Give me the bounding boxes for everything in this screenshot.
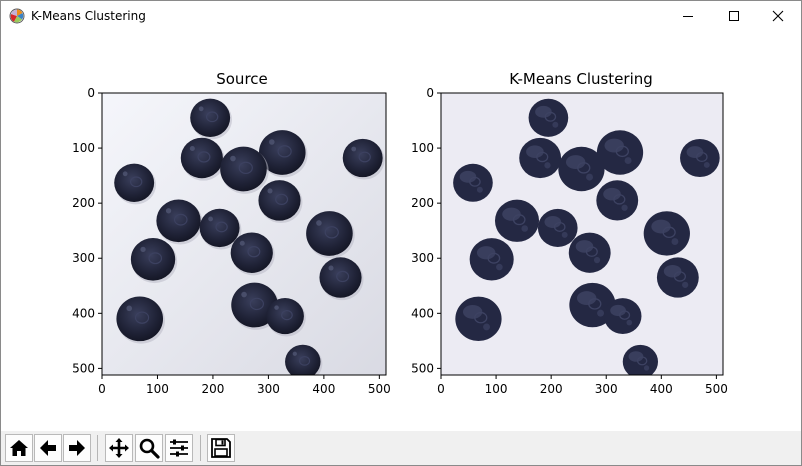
blueberry	[469, 238, 514, 281]
blueberry	[537, 208, 578, 247]
save-button[interactable]	[207, 434, 235, 462]
kmeans-x-axis: 0 100 200 300 400 500	[437, 375, 728, 396]
y-tick-label: 300	[411, 251, 434, 265]
blueberry	[596, 130, 644, 175]
blueberry	[455, 296, 502, 342]
x-tick-label: 100	[146, 382, 169, 396]
window-title: K-Means Clustering	[31, 9, 146, 23]
x-tick-label: 0	[437, 382, 445, 396]
x-tick-label: 300	[595, 382, 618, 396]
x-tick-label: 200	[201, 382, 224, 396]
minimize-button[interactable]	[665, 1, 711, 31]
source-x-axis: 0 100 200 300 400 500	[98, 375, 391, 396]
blueberry	[604, 298, 642, 335]
minimize-icon	[683, 16, 693, 17]
close-button[interactable]	[755, 1, 801, 31]
x-tick-label: 500	[705, 382, 728, 396]
magnifier-icon	[139, 438, 160, 459]
blueberry	[258, 130, 308, 178]
blueberry	[230, 232, 275, 276]
blueberry	[453, 163, 493, 202]
blueberry	[306, 211, 355, 259]
blueberry	[199, 208, 242, 250]
y-tick-label: 0	[426, 86, 434, 100]
floppy-disk-icon	[211, 438, 231, 458]
move-icon	[109, 438, 129, 458]
blueberry	[596, 180, 639, 221]
blueberry	[568, 232, 611, 273]
blueberry	[643, 211, 690, 256]
forward-button[interactable]	[63, 434, 91, 462]
source-image	[114, 98, 385, 375]
x-tick-label: 200	[540, 382, 563, 396]
source-y-axis: 0 100 200 300 400 500	[72, 86, 102, 375]
y-tick-label: 100	[72, 141, 95, 155]
source-title: Source	[216, 70, 268, 88]
y-tick-label: 200	[411, 196, 434, 210]
x-tick-label: 400	[650, 382, 673, 396]
blueberry	[680, 138, 720, 178]
blueberry	[190, 98, 233, 140]
y-tick-label: 300	[72, 251, 95, 265]
back-button[interactable]	[34, 434, 62, 462]
blueberry	[130, 238, 178, 284]
figure-canvas[interactable]: Source 0 100 200 300 400 500 0 100 200 300 400 500…	[1, 31, 801, 431]
blueberry	[319, 257, 364, 301]
kmeans-image	[453, 98, 720, 375]
blueberry	[180, 137, 225, 181]
maximize-icon	[729, 11, 739, 21]
toolbar-separator	[97, 435, 98, 461]
blueberry	[266, 297, 306, 337]
y-tick-label: 400	[411, 306, 434, 320]
x-tick-label: 500	[368, 382, 391, 396]
figure-svg: Source 0 100 200 300 400 500 0 100 200 300 400 500…	[72, 70, 728, 396]
kmeans-axes: K-Means Clustering 0 100 200 300 400 500 0 100…	[411, 70, 728, 396]
blueberry	[220, 146, 269, 194]
blueberry	[656, 257, 699, 298]
blueberry	[558, 146, 605, 192]
home-icon	[10, 440, 28, 456]
blueberry	[569, 282, 616, 328]
y-tick-label: 500	[411, 361, 434, 375]
blueberry	[342, 138, 385, 180]
source-axes-frame	[101, 92, 387, 376]
home-button[interactable]	[5, 434, 33, 462]
pan-button[interactable]	[105, 434, 133, 462]
kmeans-y-axis: 0 100 200 300 400 500	[411, 86, 441, 375]
navigation-toolbar	[1, 431, 801, 465]
blueberry	[258, 180, 303, 224]
x-tick-label: 0	[98, 382, 106, 396]
toolbar-separator	[200, 435, 201, 461]
blueberry	[156, 199, 203, 245]
blueberry	[285, 344, 323, 375]
y-tick-label: 0	[87, 86, 95, 100]
blueberry	[116, 296, 165, 344]
sliders-icon	[170, 439, 188, 457]
blueberry	[622, 344, 659, 375]
y-tick-label: 100	[411, 141, 434, 155]
close-icon	[772, 10, 784, 22]
x-tick-label: 300	[257, 382, 280, 396]
y-tick-label: 200	[72, 196, 95, 210]
maximize-button[interactable]	[711, 1, 757, 31]
blueberry	[528, 98, 569, 137]
blueberry	[114, 163, 157, 205]
blueberry	[519, 137, 562, 179]
y-tick-label: 400	[72, 306, 95, 320]
matplotlib-logo-icon	[9, 8, 25, 24]
source-axes: Source 0 100 200 300 400 500 0 100 200 300 400 500	[72, 70, 391, 396]
zoom-button[interactable]	[135, 434, 163, 462]
subplots-button[interactable]	[165, 434, 193, 462]
x-tick-label: 100	[485, 382, 508, 396]
kmeans-axes-frame	[440, 92, 724, 376]
kmeans-title: K-Means Clustering	[509, 70, 653, 88]
arrow-right-icon	[69, 440, 85, 456]
blueberry	[494, 199, 540, 242]
title-bar[interactable]: K-Means Clustering	[1, 1, 801, 31]
arrow-left-icon	[40, 440, 56, 456]
x-tick-label: 400	[312, 382, 335, 396]
y-tick-label: 500	[72, 361, 95, 375]
